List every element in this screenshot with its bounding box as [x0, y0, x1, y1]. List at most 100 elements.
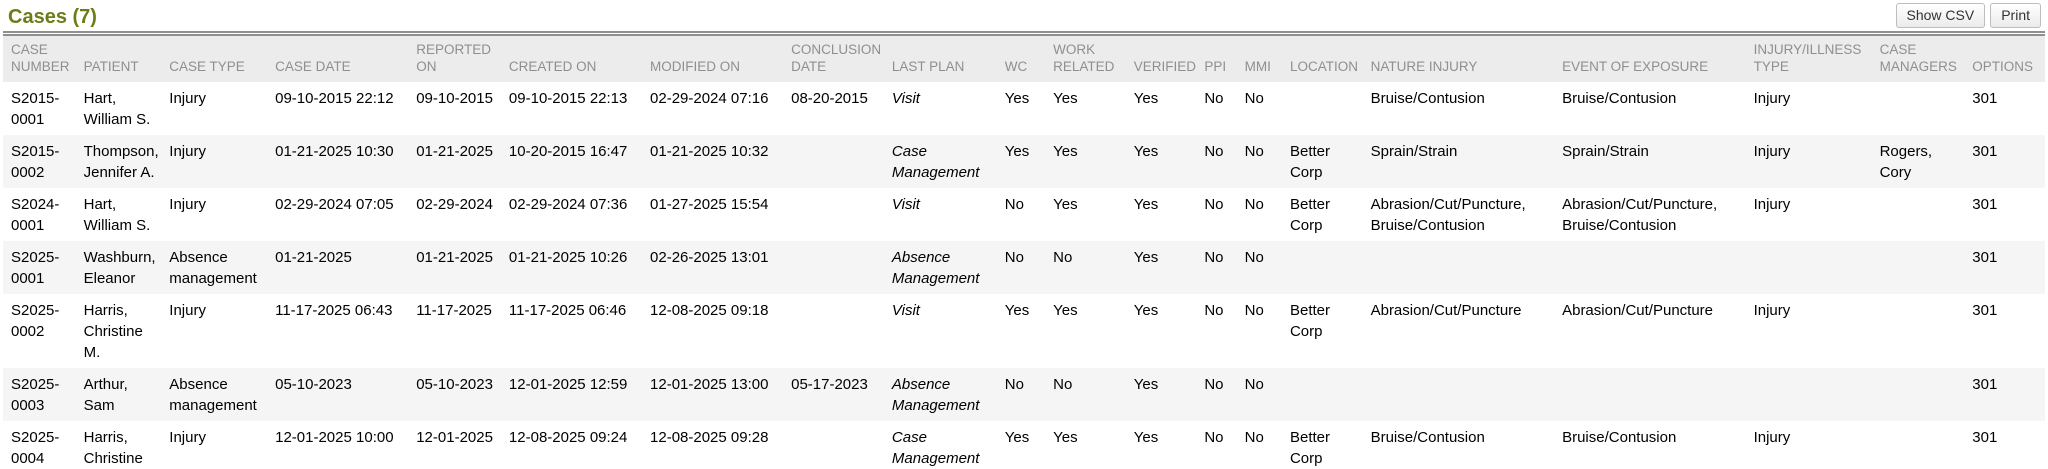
cell-created-on: 02-29-2024 07:36 [508, 188, 651, 241]
cell-created-on: 12-08-2025 09:24 [508, 421, 651, 469]
cell-location: Better Corp [1289, 135, 1371, 188]
cell-ppi: No [1204, 82, 1245, 135]
cell-modified-on: 01-21-2025 10:32 [650, 135, 792, 188]
options-301-link[interactable]: 301 [1972, 196, 1998, 213]
cell-created-on: 12-01-2025 12:59 [508, 368, 651, 421]
table-row: S2025-0004 Harris, Christine M. Injury 1… [3, 421, 2045, 469]
cell-reported-on: 09-10-2015 [416, 82, 509, 135]
cell-work-related: Yes [1053, 188, 1134, 241]
cell-nature-injury: Bruise/Contusion [1370, 421, 1563, 469]
options-301-link[interactable]: 301 [1972, 249, 1998, 266]
options-301-link[interactable]: 301 [1972, 302, 1998, 319]
cell-ppi: No [1204, 368, 1245, 421]
col-event-of-exposure: EVENT OF EXPOSURE [1562, 33, 1754, 82]
cell-conclusion-date [791, 294, 892, 368]
col-nature-injury: NATURE INJURY [1370, 33, 1563, 82]
options-301-link[interactable]: 301 [1972, 90, 1998, 107]
cell-mmi: No [1244, 82, 1290, 135]
cell-injury-illness-type [1753, 241, 1880, 294]
cell-location: Better Corp [1289, 421, 1371, 469]
col-wc: WC [1004, 33, 1054, 82]
cell-injury-illness-type: Injury [1753, 135, 1880, 188]
table-row: S2025-0002 Harris, Christine M. Injury 1… [3, 294, 2045, 368]
cases-table-body: S2015-0001 Hart, William S. Injury 09-10… [3, 82, 2045, 469]
cell-work-related: Yes [1053, 135, 1134, 188]
col-options: OPTIONS [1972, 33, 2045, 82]
cell-mmi: No [1244, 421, 1290, 469]
col-ppi: PPI [1204, 33, 1245, 82]
cell-case-type: Injury [169, 82, 276, 135]
cell-work-related: Yes [1053, 82, 1134, 135]
col-last-plan: LAST PLAN [891, 33, 1005, 82]
cell-mmi: No [1244, 368, 1290, 421]
cell-location: Better Corp [1289, 188, 1371, 241]
cell-case-managers [1879, 188, 1973, 241]
cell-event-of-exposure [1562, 368, 1754, 421]
cell-case-date: 09-10-2015 22:12 [275, 82, 417, 135]
cell-patient: Harris, Christine M. [83, 421, 170, 469]
cell-patient: Hart, William S. [83, 82, 170, 135]
cell-ppi: No [1204, 241, 1245, 294]
cell-modified-on: 02-29-2024 07:16 [650, 82, 792, 135]
cell-verified: Yes [1133, 82, 1205, 135]
cell-event-of-exposure: Abrasion/Cut/Puncture [1562, 294, 1754, 368]
cell-case-number[interactable]: S2025-0004 [3, 421, 84, 469]
cell-conclusion-date [791, 188, 892, 241]
cell-ppi: No [1204, 421, 1245, 469]
cases-table: CASE NUMBER PATIENT CASE TYPE CASE DATE … [3, 31, 2045, 469]
cell-location [1289, 82, 1371, 135]
cell-work-related: Yes [1053, 421, 1134, 469]
cell-modified-on: 12-08-2025 09:18 [650, 294, 792, 368]
cell-created-on: 01-21-2025 10:26 [508, 241, 651, 294]
cell-verified: Yes [1133, 188, 1205, 241]
cell-case-number[interactable]: S2025-0003 [3, 368, 84, 421]
cell-work-related: Yes [1053, 294, 1134, 368]
cell-verified: Yes [1133, 135, 1205, 188]
cell-verified: Yes [1133, 294, 1205, 368]
cell-case-number[interactable]: S2025-0001 [3, 241, 84, 294]
cell-patient: Thompson, Jennifer A. [83, 135, 170, 188]
col-mmi: MMI [1244, 33, 1290, 82]
page-title: Cases (7) [8, 6, 97, 28]
cell-modified-on: 12-08-2025 09:28 [650, 421, 792, 469]
cell-reported-on: 11-17-2025 [416, 294, 509, 368]
cell-nature-injury: Abrasion/Cut/Puncture, Bruise/Contusion [1370, 188, 1563, 241]
cell-injury-illness-type: Injury [1753, 421, 1880, 469]
cell-mmi: No [1244, 188, 1290, 241]
cell-case-number[interactable]: S2024-0001 [3, 188, 84, 241]
table-row: S2024-0001 Hart, William S. Injury 02-29… [3, 188, 2045, 241]
cell-ppi: No [1204, 294, 1245, 368]
options-301-link[interactable]: 301 [1972, 429, 1998, 446]
cell-case-type: Injury [169, 135, 276, 188]
cell-case-date: 01-21-2025 10:30 [275, 135, 417, 188]
cell-verified: Yes [1133, 368, 1205, 421]
cell-patient: Hart, William S. [83, 188, 170, 241]
cell-conclusion-date [791, 241, 892, 294]
col-case-date: CASE DATE [275, 33, 417, 82]
cell-case-number[interactable]: S2015-0002 [3, 135, 84, 188]
options-301-link[interactable]: 301 [1972, 376, 1998, 393]
cell-options: 301 [1972, 241, 2045, 294]
options-301-link[interactable]: 301 [1972, 143, 1998, 160]
col-location: LOCATION [1289, 33, 1371, 82]
cell-case-date: 11-17-2025 06:43 [275, 294, 417, 368]
cell-last-plan: Visit [891, 294, 1005, 368]
cell-event-of-exposure: Sprain/Strain [1562, 135, 1754, 188]
cell-case-number[interactable]: S2015-0001 [3, 82, 84, 135]
cell-modified-on: 01-27-2025 15:54 [650, 188, 792, 241]
cell-last-plan: Case Management [891, 421, 1005, 469]
cell-options: 301 [1972, 421, 2045, 469]
show-csv-button[interactable]: Show CSV [1895, 3, 1986, 28]
cell-options: 301 [1972, 82, 2045, 135]
cell-reported-on: 01-21-2025 [416, 241, 509, 294]
cell-case-number[interactable]: S2025-0002 [3, 294, 84, 368]
cell-wc: Yes [1004, 82, 1054, 135]
cell-injury-illness-type [1753, 368, 1880, 421]
cell-reported-on: 05-10-2023 [416, 368, 509, 421]
cell-mmi: No [1244, 241, 1290, 294]
cell-options: 301 [1972, 368, 2045, 421]
print-button[interactable]: Print [1990, 3, 2041, 28]
cell-wc: No [1004, 241, 1054, 294]
cell-last-plan: Absence Management [891, 241, 1005, 294]
cell-work-related: No [1053, 241, 1134, 294]
